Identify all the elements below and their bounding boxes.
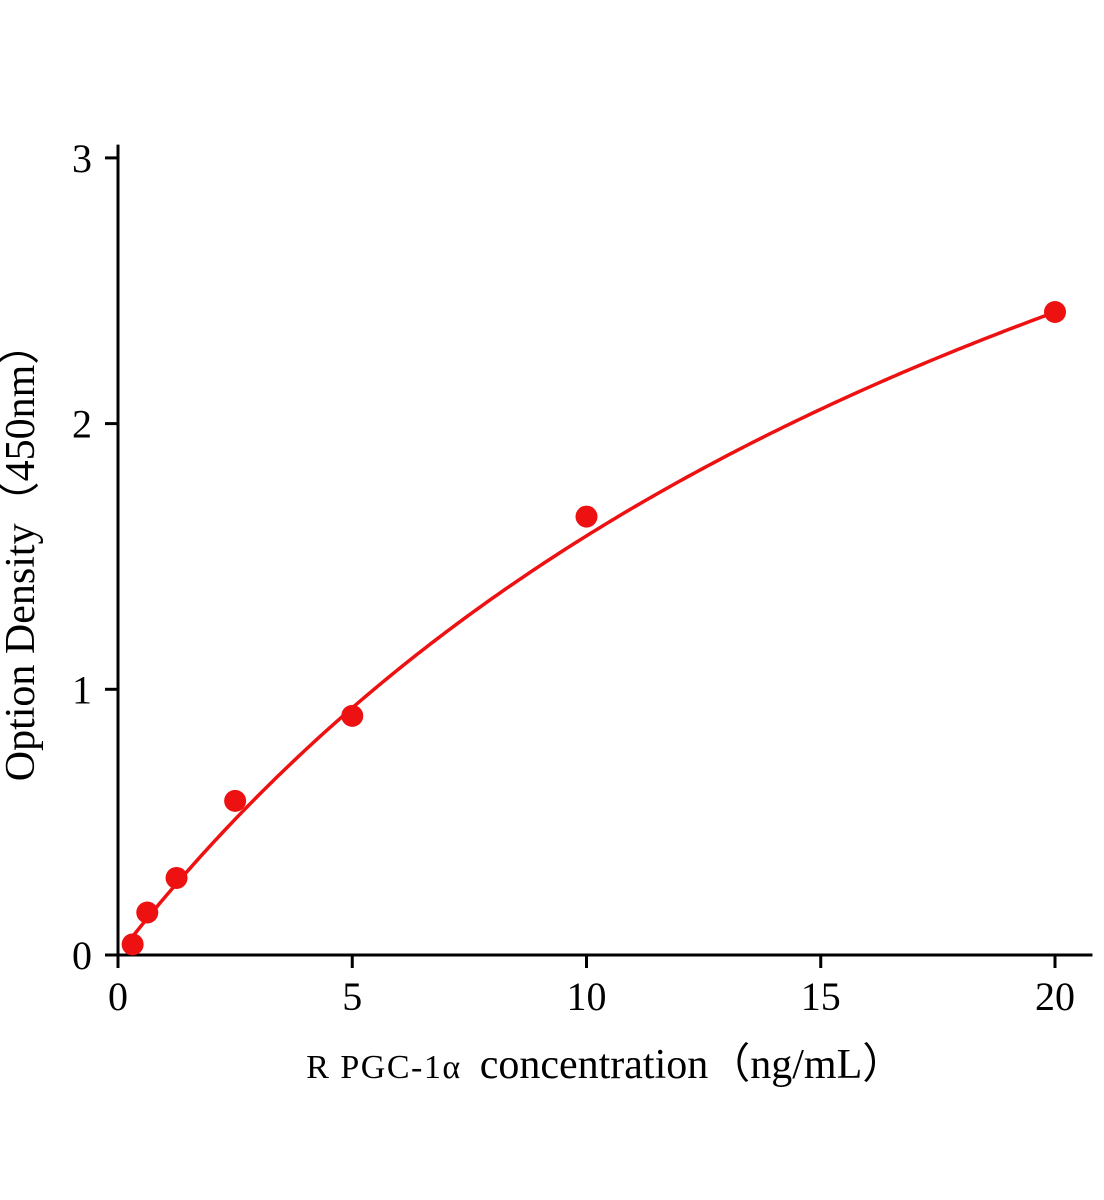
x-tick-label: 20 [1035,974,1075,1019]
data-point [224,789,247,812]
data-point [165,866,188,889]
x-axis-title: R PGC-1α concentration（ng/mL） [306,1042,904,1088]
x-axis-title-prefix: R PGC-1α [306,1049,461,1086]
axes [105,144,1093,968]
data-point [136,901,159,924]
y-tick-label: 1 [72,667,92,712]
x-tick-label: 15 [801,974,841,1019]
y-tick-label: 0 [72,933,92,978]
data-point [575,505,598,528]
x-tick-label: 0 [108,974,128,1019]
x-tick-label: 5 [342,974,362,1019]
x-axis-title-rest: concentration（ng/mL） [480,1042,905,1088]
data-point [341,704,364,727]
data-point [121,933,144,956]
data-points [121,301,1066,956]
y-tick-label: 3 [72,136,92,181]
y-tick-label: 2 [72,402,92,447]
y-axis-title: Option Density（450nm） [0,323,44,782]
fit-curve [123,310,1057,948]
data-point [1044,301,1066,324]
x-tick-label: 10 [567,974,607,1019]
